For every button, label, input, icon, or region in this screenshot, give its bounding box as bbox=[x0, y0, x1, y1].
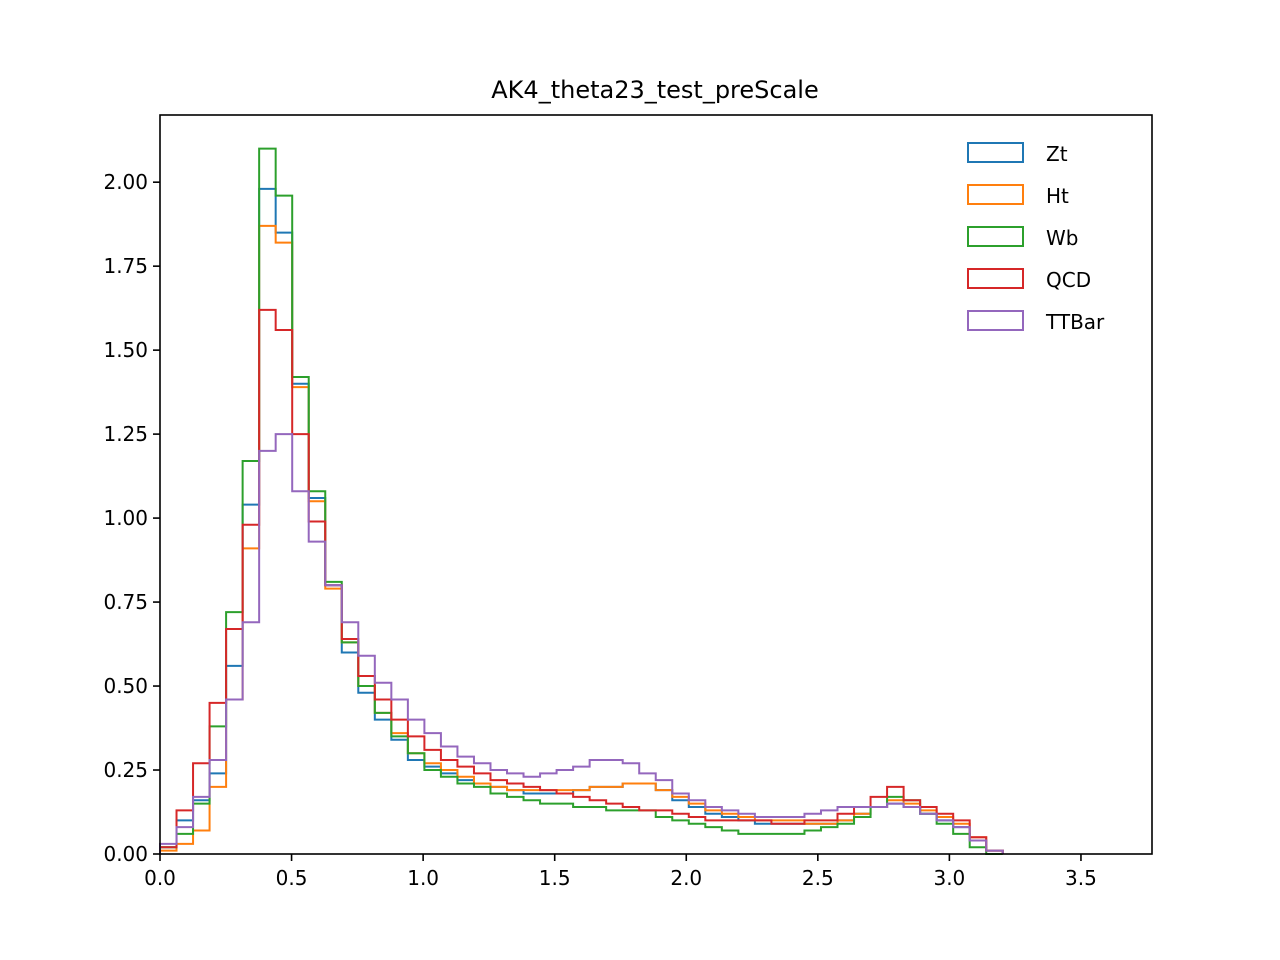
y-tick-label: 1.75 bbox=[103, 254, 148, 278]
x-tick-label: 1.5 bbox=[539, 866, 571, 890]
legend-swatch bbox=[967, 310, 1024, 331]
x-tick-label: 2.0 bbox=[670, 866, 702, 890]
x-tick-label: 0.5 bbox=[276, 866, 308, 890]
y-tick-label: 0.50 bbox=[103, 674, 148, 698]
y-tick-label: 0.25 bbox=[103, 758, 148, 782]
legend-swatch bbox=[967, 142, 1024, 163]
series-qcd-step bbox=[159, 308, 1004, 854]
x-tick-label: 0.0 bbox=[144, 866, 176, 890]
y-tick-label: 0.75 bbox=[103, 590, 148, 614]
x-tick-label: 3.0 bbox=[933, 866, 965, 890]
y-tick-label: 1.00 bbox=[103, 506, 148, 530]
legend-item-wb: Wb bbox=[967, 226, 1078, 250]
x-axis: 0.0 0.5 1.0 1.5 2.0 2.5 3.0 3.5 bbox=[144, 854, 1097, 890]
legend-item-ht: Ht bbox=[967, 184, 1069, 208]
legend-label: Wb bbox=[1046, 226, 1078, 250]
legend-label: QCD bbox=[1046, 268, 1091, 292]
x-tick-label: 2.5 bbox=[802, 866, 834, 890]
legend-label: Zt bbox=[1046, 142, 1068, 166]
plot-area: 0.0 0.5 1.0 1.5 2.0 2.5 3.0 3.5 0.00 0.25 0.50 0.7… bbox=[103, 114, 1153, 890]
legend-swatch bbox=[967, 184, 1024, 205]
legend-item-qcd: QCD bbox=[967, 268, 1091, 292]
chart-title: AK4_theta23_test_preScale bbox=[491, 76, 818, 104]
legend-label: TTBar bbox=[1045, 310, 1105, 334]
legend: Zt Ht Wb QCD TTBar bbox=[967, 142, 1105, 334]
series-ttbar-step bbox=[159, 433, 1004, 854]
x-tick-label: 3.5 bbox=[1065, 866, 1097, 890]
series-wb-step bbox=[159, 147, 1003, 855]
legend-swatch bbox=[967, 268, 1024, 289]
legend-item-zt: Zt bbox=[967, 142, 1068, 166]
legend-item-ttbar: TTBar bbox=[967, 310, 1105, 334]
y-tick-label: 2.00 bbox=[103, 170, 148, 194]
plot-frame bbox=[159, 114, 1153, 855]
y-tick-label: 1.50 bbox=[103, 338, 148, 362]
y-axis: 0.00 0.25 0.50 0.75 1.00 1.25 1.50 1.75 2.00 bbox=[103, 170, 160, 866]
legend-swatch bbox=[967, 226, 1024, 247]
series-layer bbox=[159, 147, 1004, 855]
legend-label: Ht bbox=[1046, 184, 1069, 208]
y-tick-label: 0.00 bbox=[103, 842, 148, 866]
y-tick-label: 1.25 bbox=[103, 422, 148, 446]
x-tick-label: 1.0 bbox=[407, 866, 439, 890]
